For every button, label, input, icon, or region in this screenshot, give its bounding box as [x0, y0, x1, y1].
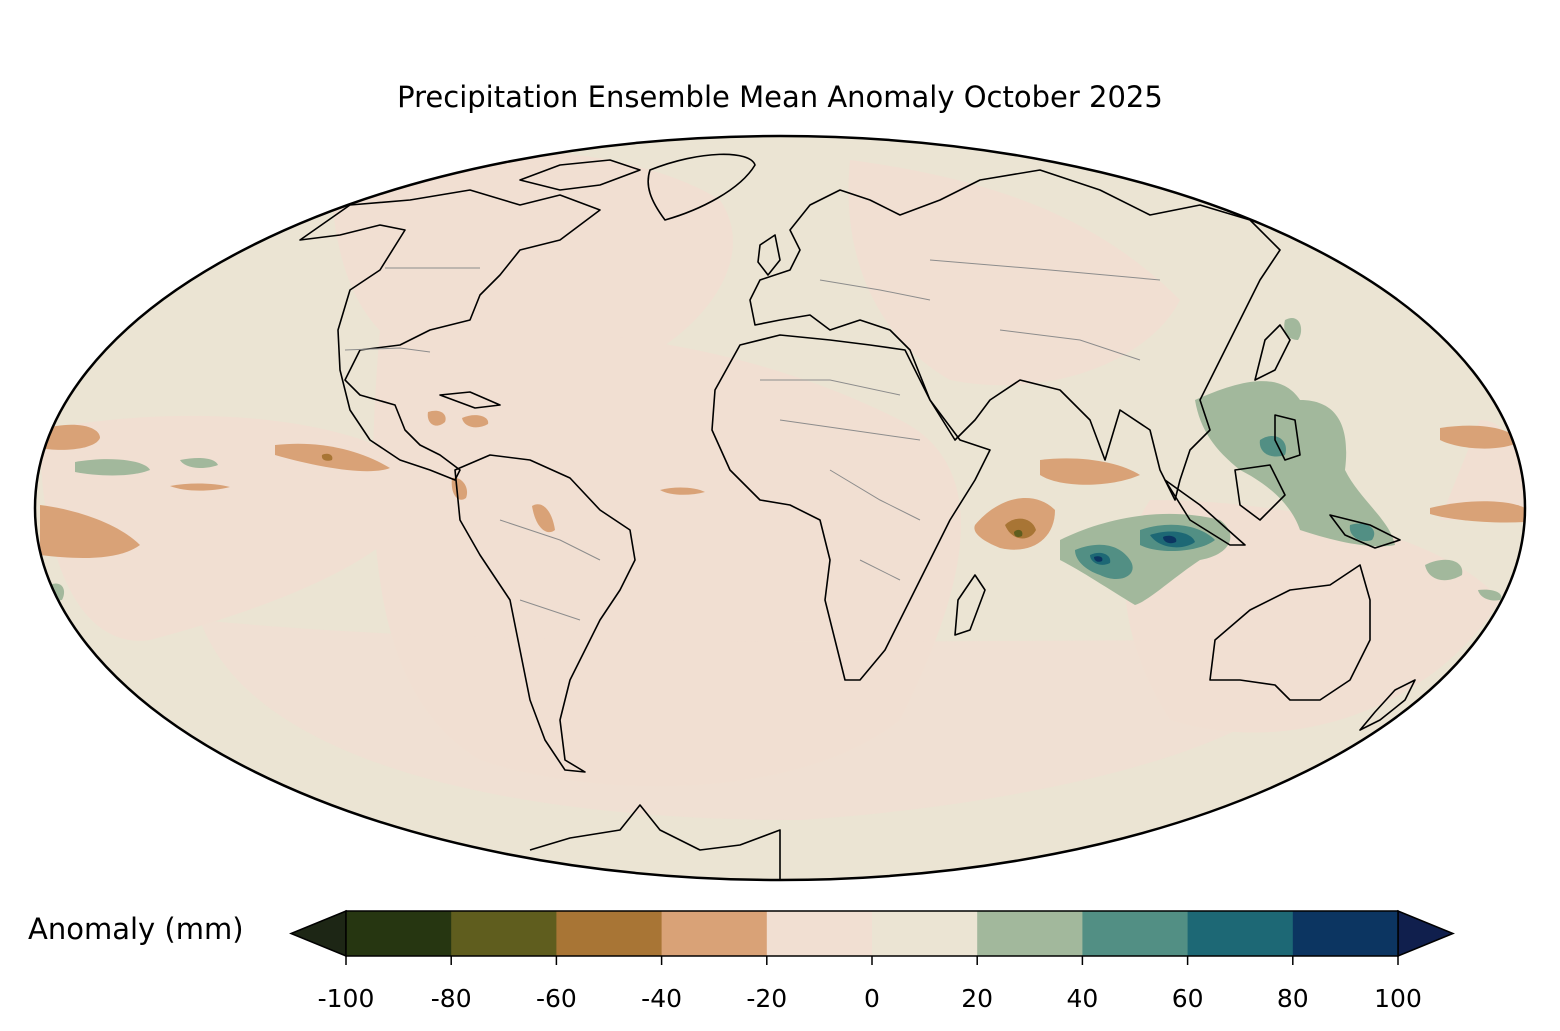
coast-south-america [454, 454, 636, 773]
coast-new-guinea [1329, 514, 1401, 549]
country-borders [344, 259, 1161, 621]
globe-outline [33, 134, 1527, 882]
colorbar-tick-label: -40 [641, 984, 682, 1013]
coast-north-america [299, 189, 601, 481]
colorbar-tick-label: -20 [746, 984, 787, 1013]
colorbar-frame [345, 910, 1399, 957]
field-extreme-wet [1094, 535, 1177, 562]
colorbar-tick-label: -80 [431, 984, 472, 1013]
coast-cuba [439, 391, 501, 409]
coast-madagascar [954, 574, 986, 636]
coast-japan [1254, 324, 1291, 381]
colorbar-bin [872, 911, 978, 956]
coast-antarctica [529, 804, 781, 880]
coast-philippines [1274, 414, 1301, 461]
coast-arctic-islands [519, 159, 641, 191]
colorbar-bin [346, 911, 452, 956]
coastlines [299, 153, 1416, 880]
map-title: Precipitation Ensemble Mean Anomaly Octo… [397, 80, 1163, 114]
colorbar-tick-label: 100 [1374, 984, 1422, 1013]
anomaly-field [35, 136, 1525, 880]
colorbar-bin [1292, 911, 1399, 956]
field-moderate-dry [40, 410, 1525, 558]
coast-australia [1209, 564, 1371, 701]
coast-eurasia [749, 169, 1281, 501]
coast-britain [757, 234, 781, 276]
colorbar-tick-label: 20 [961, 984, 993, 1013]
colorbar-over-extension [1397, 909, 1455, 958]
colorbar-bin [661, 911, 768, 956]
colorbar-tick-label: 60 [1172, 984, 1204, 1013]
coast-new-zealand [1359, 679, 1416, 731]
field-slight-dry [40, 146, 1525, 820]
colorbar-label: Anomaly (mm) [28, 912, 244, 946]
colorbar-under-extension [289, 909, 347, 958]
coast-borneo [1234, 464, 1286, 521]
colorbar-tick-label: 80 [1277, 984, 1309, 1013]
colorbar-tick-label: 40 [1066, 984, 1098, 1013]
world-map [33, 134, 1527, 882]
colorbar-tick-label: -60 [536, 984, 577, 1013]
colorbar-bin [766, 911, 873, 956]
colorbar-bin [451, 911, 557, 956]
colorbar-bin [977, 911, 1083, 956]
colorbar-bin [1082, 911, 1189, 956]
colorbar-bin [556, 911, 663, 956]
colorbar-bin [1187, 911, 1294, 956]
field-very-dry [1014, 529, 1023, 537]
coast-africa [711, 334, 991, 681]
colorbar-tick-label: -100 [318, 984, 375, 1013]
field-strong-dry [321, 453, 1036, 539]
coast-greenland [647, 153, 756, 221]
colorbar-tick-label: 0 [864, 984, 880, 1013]
coast-sumatra [1164, 479, 1246, 546]
